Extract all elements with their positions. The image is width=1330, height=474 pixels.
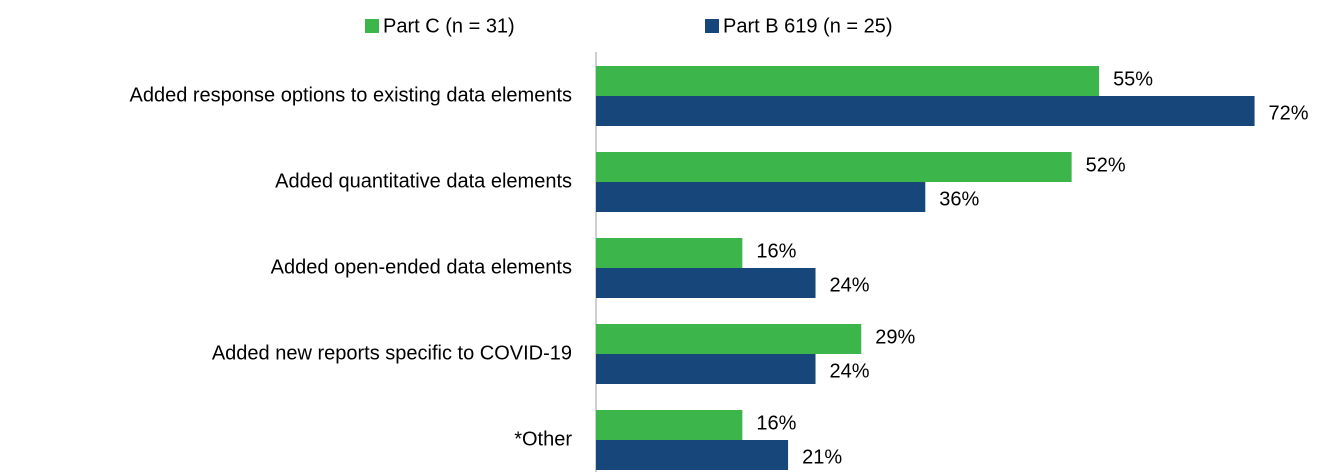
data-label: 24% <box>830 274 870 296</box>
data-label: 52% <box>1086 154 1126 176</box>
legend-label: Part B 619 (n = 25) <box>723 15 893 37</box>
bar <box>596 66 1100 96</box>
bar <box>596 182 926 212</box>
y-tick-label: Added response options to existing data … <box>129 84 572 106</box>
bar <box>596 410 743 440</box>
bar <box>596 440 789 470</box>
bar <box>596 96 1255 126</box>
data-label: 55% <box>1113 68 1153 90</box>
legend-swatch <box>705 19 719 33</box>
bar <box>596 324 862 354</box>
data-label: 29% <box>875 326 915 348</box>
y-tick-label: Added open-ended data elements <box>271 256 572 278</box>
y-tick-label: Added new reports specific to COVID-19 <box>212 342 572 364</box>
bar <box>596 152 1072 182</box>
data-label: 21% <box>802 446 842 468</box>
data-label: 36% <box>939 188 979 210</box>
y-tick-label: *Other <box>514 428 572 450</box>
y-tick-label: Added quantitative data elements <box>275 170 572 192</box>
data-label: 16% <box>756 412 796 434</box>
data-label: 72% <box>1269 102 1309 124</box>
bar <box>596 238 743 268</box>
bar <box>596 354 816 384</box>
legend-swatch <box>365 19 379 33</box>
bar <box>596 268 816 298</box>
legend-label: Part C (n = 31) <box>383 15 515 37</box>
data-label: 24% <box>830 360 870 382</box>
data-label: 16% <box>756 240 796 262</box>
